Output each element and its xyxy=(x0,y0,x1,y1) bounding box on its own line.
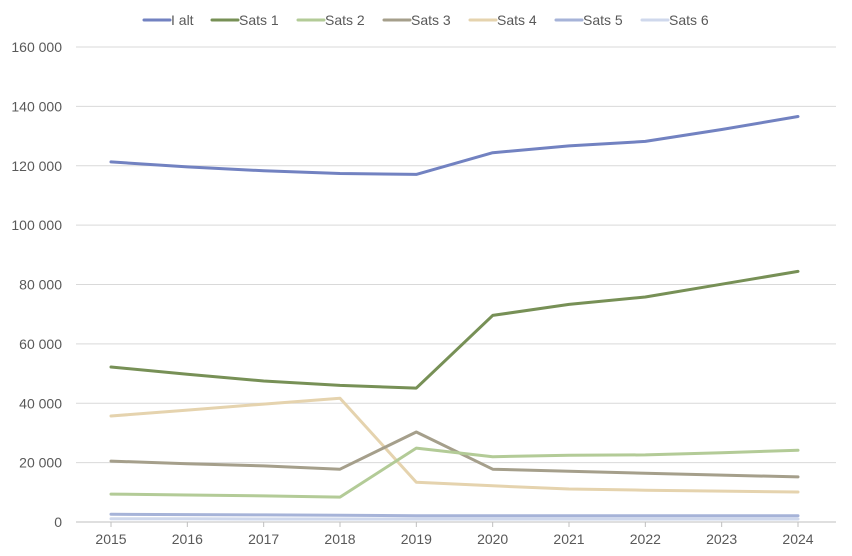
y-tick-label: 140 000 xyxy=(11,98,62,114)
y-axis: 0 20 000 40 000 60 000 80 000 100 000 120 000 1… xyxy=(11,39,62,530)
legend-item-sats-1: Sats 1 xyxy=(210,12,279,28)
y-tick-label: 60 000 xyxy=(19,336,62,352)
legend-item-sats-3: Sats 3 xyxy=(382,12,451,28)
legend-label: Sats 2 xyxy=(325,12,365,28)
plot-area xyxy=(109,115,800,521)
y-tick-label: 40 000 xyxy=(19,395,62,411)
legend-label: Sats 1 xyxy=(239,12,279,28)
x-tick-label: 2020 xyxy=(477,531,508,547)
legend-item-i-alt: I alt xyxy=(142,12,194,28)
x-axis: 2015 2016 2017 2018 2019 2020 2021 2022 2023 2024 xyxy=(76,521,836,547)
x-tick-label: 2015 xyxy=(95,531,126,547)
x-tick-label: 2021 xyxy=(553,531,584,547)
x-tick-label: 2018 xyxy=(324,531,355,547)
x-tick-label: 2019 xyxy=(401,531,432,547)
x-tick-label: 2024 xyxy=(782,531,813,547)
legend-label: Sats 4 xyxy=(497,12,537,28)
x-tick-label: 2016 xyxy=(172,531,203,547)
legend: I alt Sats 1 Sats 2 Sats 3 Sats 4 Sats 5 Sats … xyxy=(142,12,709,28)
y-tick-label: 0 xyxy=(54,514,62,530)
legend-item-sats-2: Sats 2 xyxy=(296,12,365,28)
x-tick-label: 2022 xyxy=(630,531,661,547)
legend-label: I alt xyxy=(171,12,194,28)
y-tick-label: 100 000 xyxy=(11,217,62,233)
y-tick-label: 120 000 xyxy=(11,158,62,174)
legend-item-sats-4: Sats 4 xyxy=(468,12,537,28)
legend-label: Sats 6 xyxy=(669,12,709,28)
grid xyxy=(76,46,836,464)
series-line-sats-4 xyxy=(109,396,800,494)
x-tick-label: 2023 xyxy=(706,531,737,547)
legend-item-sats-5: Sats 5 xyxy=(554,12,623,28)
x-tick-label: 2017 xyxy=(248,531,279,547)
y-tick-label: 20 000 xyxy=(19,455,62,471)
series-line-sats-3 xyxy=(109,430,800,479)
y-tick-label: 80 000 xyxy=(19,277,62,293)
legend-label: Sats 3 xyxy=(411,12,451,28)
legend-item-sats-6: Sats 6 xyxy=(640,12,709,28)
legend-label: Sats 5 xyxy=(583,12,623,28)
series-line-sats-1 xyxy=(109,269,800,390)
series-line-i-alt xyxy=(109,115,800,176)
y-tick-label: 160 000 xyxy=(11,39,62,55)
series-line-sats-5 xyxy=(109,512,800,518)
series-line-sats-2 xyxy=(109,446,800,499)
